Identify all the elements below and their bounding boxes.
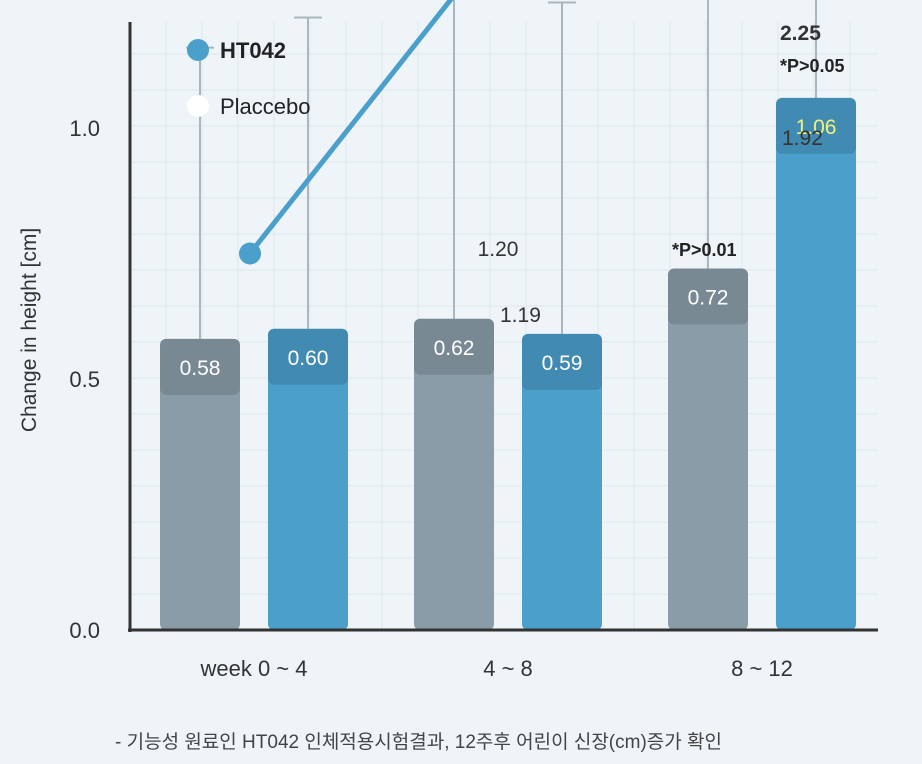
x-tick-label: 8 ~ 12 — [731, 656, 793, 681]
bar — [268, 328, 348, 630]
point-value-label: 1.19 — [500, 304, 541, 327]
labels: 0.58 0.62 0.72 0.60 0.59 1.06 1.20 2.25 1.19 1.92 — [180, 22, 837, 380]
bar-value-label: 0.60 — [288, 347, 329, 370]
bar-label-band — [414, 318, 494, 375]
legend-label-placebo: Placcebo — [220, 94, 311, 119]
legend-marker-ht042 — [187, 39, 209, 61]
point-value-label: 1.92 — [782, 127, 823, 150]
bar-label-band — [268, 328, 348, 385]
y-tick-label: 1.0 — [69, 116, 100, 141]
caption: - 기능성 원료인 HT042 인체적용시험결과, 12주후 어린이 신장(cm… — [115, 731, 722, 753]
bar-value-label: 1.06 — [796, 116, 837, 139]
error-bars — [186, 0, 817, 339]
point-value-label: 1.20 — [478, 238, 519, 261]
bar-label-band — [522, 333, 602, 390]
legend: HT042 Placcebo — [187, 38, 311, 119]
line-series — [239, 0, 454, 265]
point-value-label: 2.25 — [780, 22, 821, 45]
legend-label-ht042: HT042 — [220, 38, 286, 63]
bar-value-label: 0.59 — [542, 352, 583, 375]
bar — [160, 338, 240, 630]
bar — [414, 318, 494, 630]
bars — [160, 97, 856, 630]
bar — [776, 97, 856, 630]
bar — [668, 268, 748, 630]
bar-value-label: 0.72 — [688, 287, 729, 310]
y-tick-label: 0.5 — [69, 367, 100, 392]
annotation-p005: *P>0.05 — [780, 56, 845, 76]
bar-value-label: 0.62 — [434, 337, 475, 360]
x-tick-label: week 0 ~ 4 — [199, 656, 307, 681]
x-tick-label: 4 ~ 8 — [483, 656, 533, 681]
annotation-p001: *P>0.01 — [672, 240, 737, 260]
legend-marker-placebo — [187, 95, 209, 117]
bar-label-band — [160, 338, 240, 395]
bar-value-label: 0.58 — [180, 357, 221, 380]
bar — [522, 333, 602, 630]
bar-label-band — [668, 268, 748, 325]
point-ht042 — [239, 242, 261, 265]
bar-label-band — [776, 97, 856, 154]
line-ht042 — [248, 0, 454, 256]
y-axis-label: Change in height [cm] — [18, 228, 41, 432]
y-tick-label: 0.0 — [69, 618, 100, 643]
